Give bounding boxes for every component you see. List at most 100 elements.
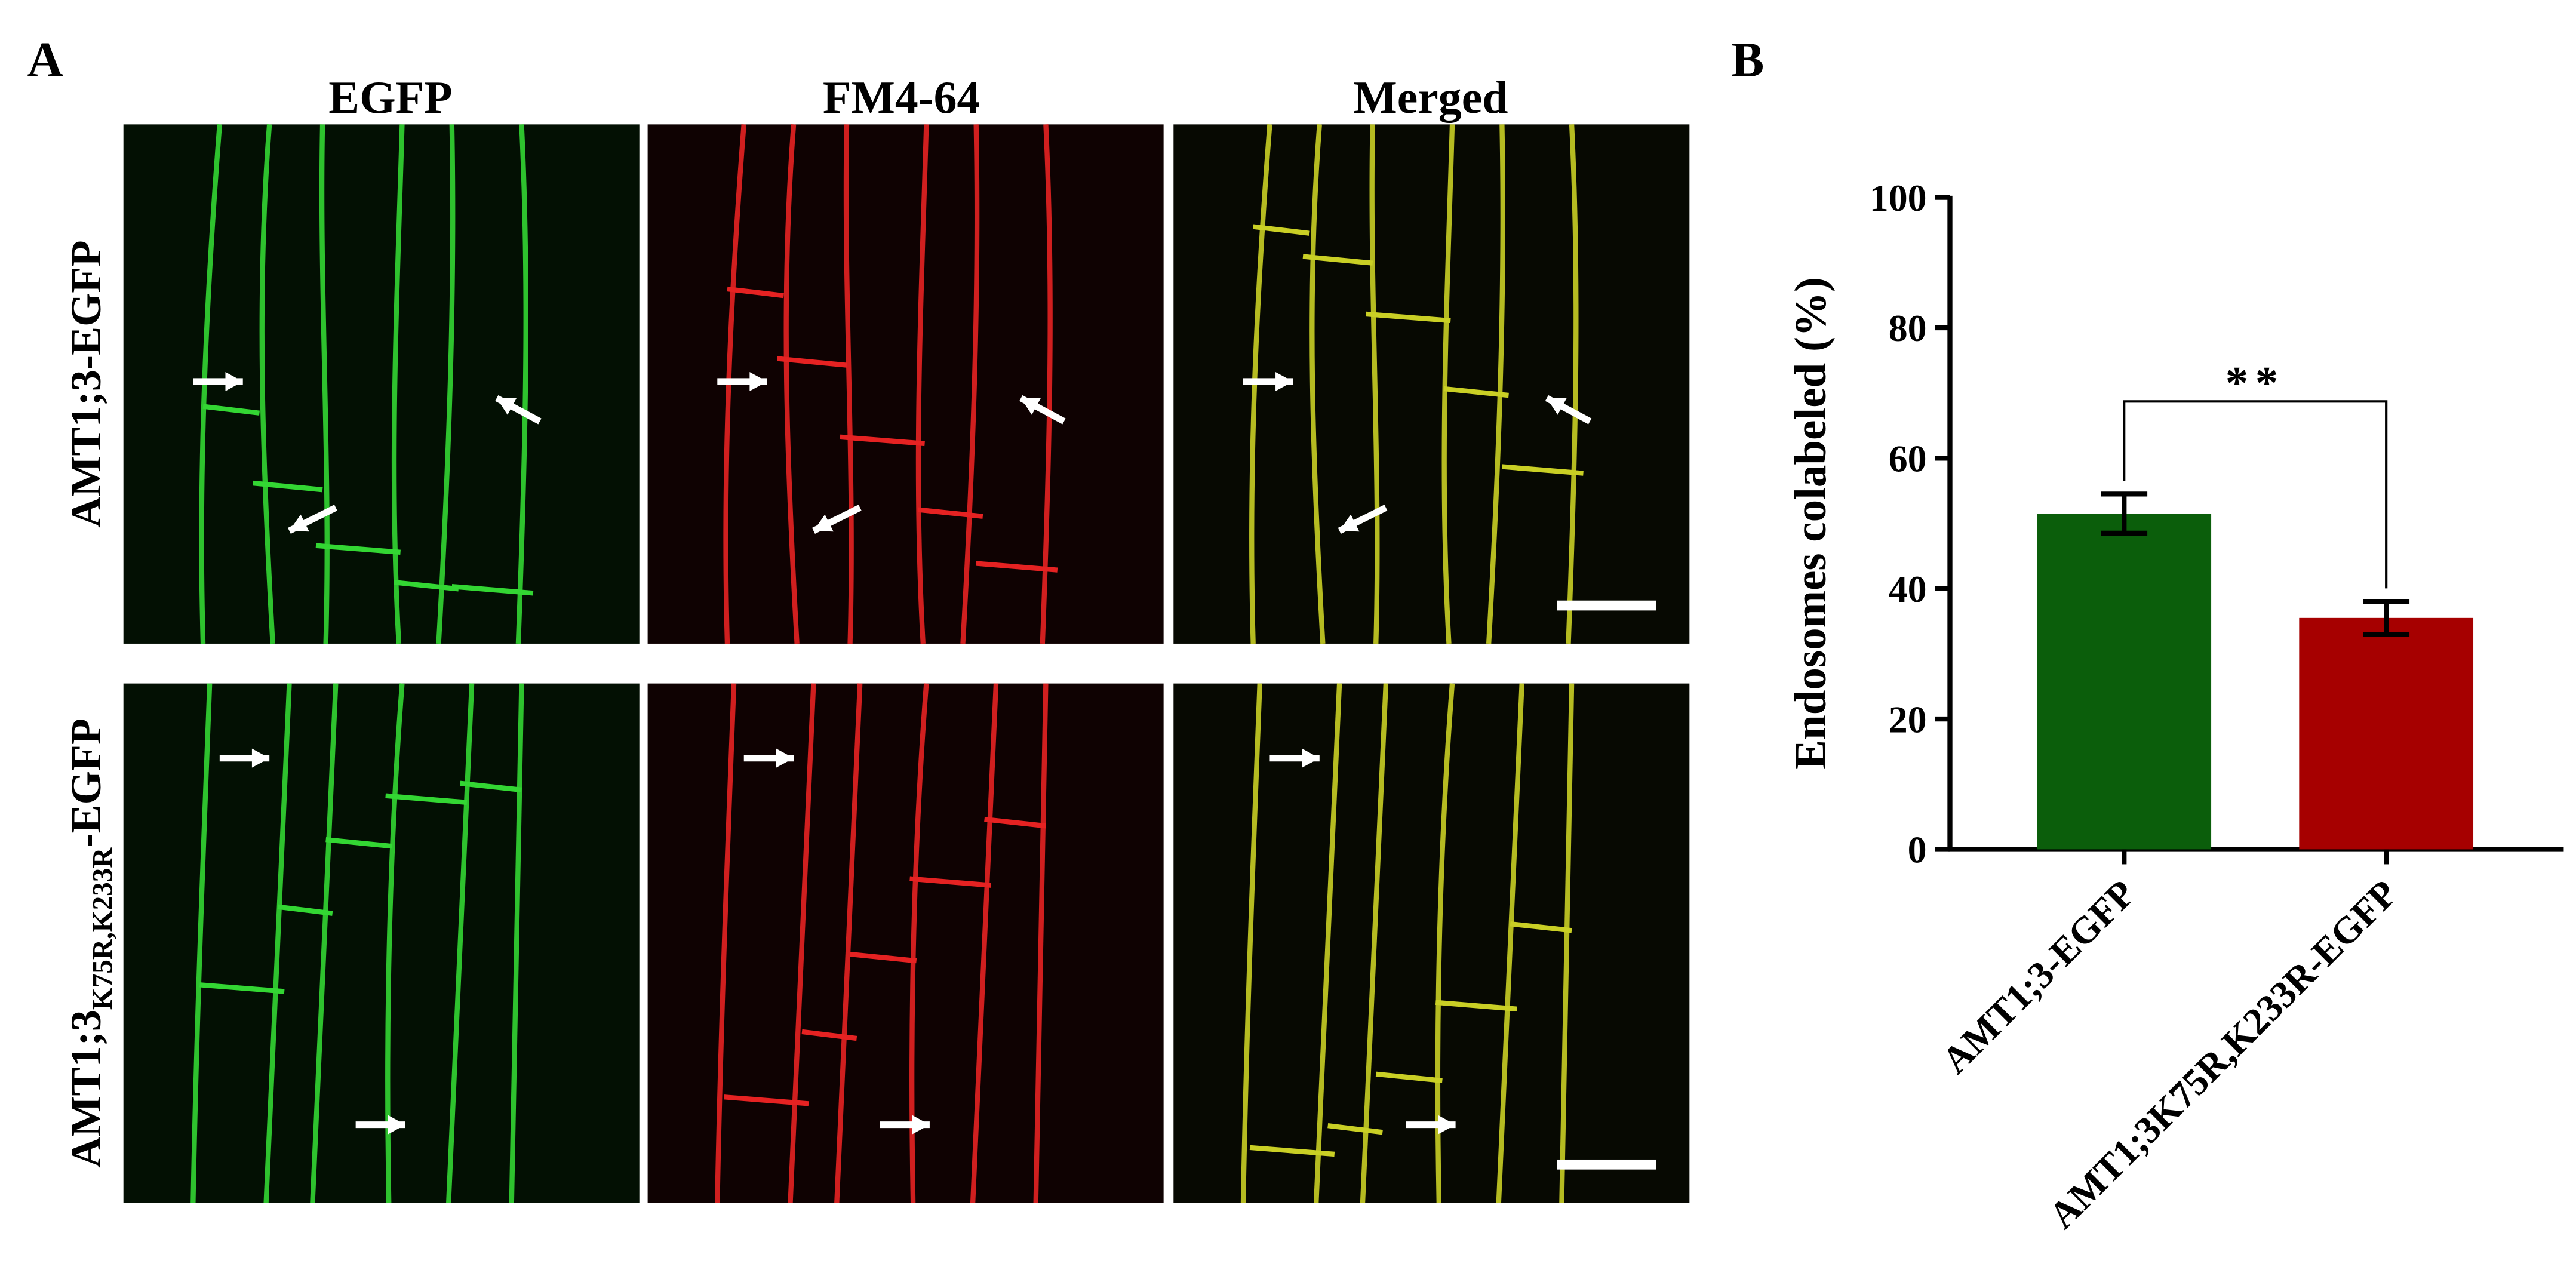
cross-wall: [850, 951, 917, 964]
cell-wall: [1309, 124, 1326, 644]
cell-wall: [1486, 124, 1505, 644]
cross-wall: [1435, 1000, 1517, 1011]
arrow-head: [749, 372, 767, 391]
arrow-head: [225, 372, 243, 391]
cross-wall: [918, 507, 983, 519]
arrow-head: [1275, 372, 1293, 391]
cross-wall: [1510, 921, 1572, 933]
cross-wall: [1302, 254, 1373, 266]
cell-wall: [263, 683, 292, 1203]
y-tick-label: 40: [1889, 568, 1927, 610]
y-tick-label: 80: [1889, 307, 1927, 349]
row-label-part: AMT1;3: [62, 1010, 110, 1168]
cross-wall: [460, 780, 522, 793]
column-title: Merged: [1353, 72, 1508, 123]
cross-wall: [1375, 1071, 1443, 1083]
cell-wall: [843, 124, 854, 644]
cross-wall: [385, 793, 468, 805]
cell-wall: [509, 683, 524, 1203]
column-title: EGFP: [328, 72, 452, 123]
cross-wall: [1502, 464, 1584, 476]
arrow-head: [912, 1115, 930, 1135]
cell-wall: [391, 124, 405, 644]
row-label-part: K75R,K233R: [87, 847, 118, 1010]
row-label: AMT1;3K75R,K233R-EGFP: [62, 718, 118, 1168]
scale-bar: [1557, 600, 1656, 611]
cell-wall: [1360, 683, 1389, 1203]
micrograph: [1173, 683, 1690, 1203]
micrograph: [123, 124, 640, 644]
micrograph-background: [647, 683, 1164, 1203]
micrograph: [123, 683, 640, 1203]
cell-wall: [1566, 124, 1579, 644]
cross-wall: [199, 982, 285, 994]
scale-bar: [1557, 1159, 1656, 1170]
arrow-head: [496, 398, 517, 415]
bar: [2037, 514, 2212, 850]
cell-wall: [190, 683, 213, 1203]
arrow-head: [388, 1115, 405, 1135]
cell-wall: [1369, 124, 1380, 644]
arrow-head: [1339, 514, 1360, 532]
micrograph-background: [123, 683, 640, 1203]
micrograph-background: [1173, 683, 1690, 1203]
micrograph: [647, 683, 1164, 1203]
cell-wall: [1033, 683, 1049, 1203]
cell-wall: [915, 124, 929, 644]
cell-wall: [1441, 124, 1455, 644]
cell-wall: [834, 683, 863, 1203]
cell-wall: [788, 683, 816, 1203]
cross-wall: [1253, 224, 1310, 236]
bar: [2299, 617, 2474, 850]
cell-wall: [1496, 683, 1524, 1203]
arrow-head: [251, 748, 270, 768]
cross-wall: [776, 356, 847, 368]
y-tick-label: 20: [1889, 698, 1927, 740]
arrow-head: [776, 748, 794, 768]
cell-wall: [259, 124, 275, 644]
cell-wall: [515, 124, 528, 644]
column-title: FM4-64: [823, 72, 980, 123]
cross-wall: [840, 434, 925, 447]
cross-wall: [909, 876, 992, 888]
panel-label: B: [1731, 33, 1765, 88]
cross-wall: [202, 404, 260, 416]
cell-wall: [783, 124, 800, 644]
arrow-head: [289, 514, 309, 532]
cross-wall: [253, 480, 323, 493]
x-tick-label: AMT1;3-EGFP: [1933, 872, 2143, 1081]
cell-wall: [446, 683, 475, 1203]
cross-wall: [727, 286, 784, 299]
micrograph: [647, 124, 1164, 644]
y-tick-label: 0: [1908, 829, 1927, 871]
arrow-head: [1302, 748, 1320, 768]
cell-wall: [319, 124, 330, 644]
cell-wall: [715, 683, 737, 1203]
cell-wall: [960, 124, 980, 644]
row-label: AMT1;3-EGFP: [62, 240, 110, 527]
arrow-head: [1438, 1115, 1456, 1135]
y-axis-label: Endosomes colabeled (%): [1786, 277, 1836, 770]
cross-wall: [394, 580, 459, 592]
cross-wall: [1366, 311, 1451, 324]
cross-wall: [1327, 1123, 1383, 1135]
y-tick-label: 100: [1870, 177, 1927, 219]
cross-wall: [984, 816, 1046, 829]
cross-wall: [801, 1029, 857, 1041]
row-label-part: AMT1;3-EGFP: [62, 240, 110, 527]
micrograph: [1173, 124, 1690, 644]
y-tick-label: 60: [1889, 438, 1927, 480]
significance-label: **: [2225, 357, 2285, 408]
cell-wall: [310, 683, 339, 1203]
panel-label: A: [27, 33, 63, 88]
cell-wall: [1040, 124, 1053, 644]
arrow-head: [1547, 398, 1567, 415]
row-label-part: -EGFP: [62, 718, 110, 848]
cell-wall: [436, 124, 456, 644]
cross-wall: [315, 543, 401, 555]
cross-wall: [325, 837, 393, 849]
cell-wall: [1314, 683, 1342, 1203]
arrow-head: [1020, 398, 1041, 415]
cell-wall: [970, 683, 999, 1203]
